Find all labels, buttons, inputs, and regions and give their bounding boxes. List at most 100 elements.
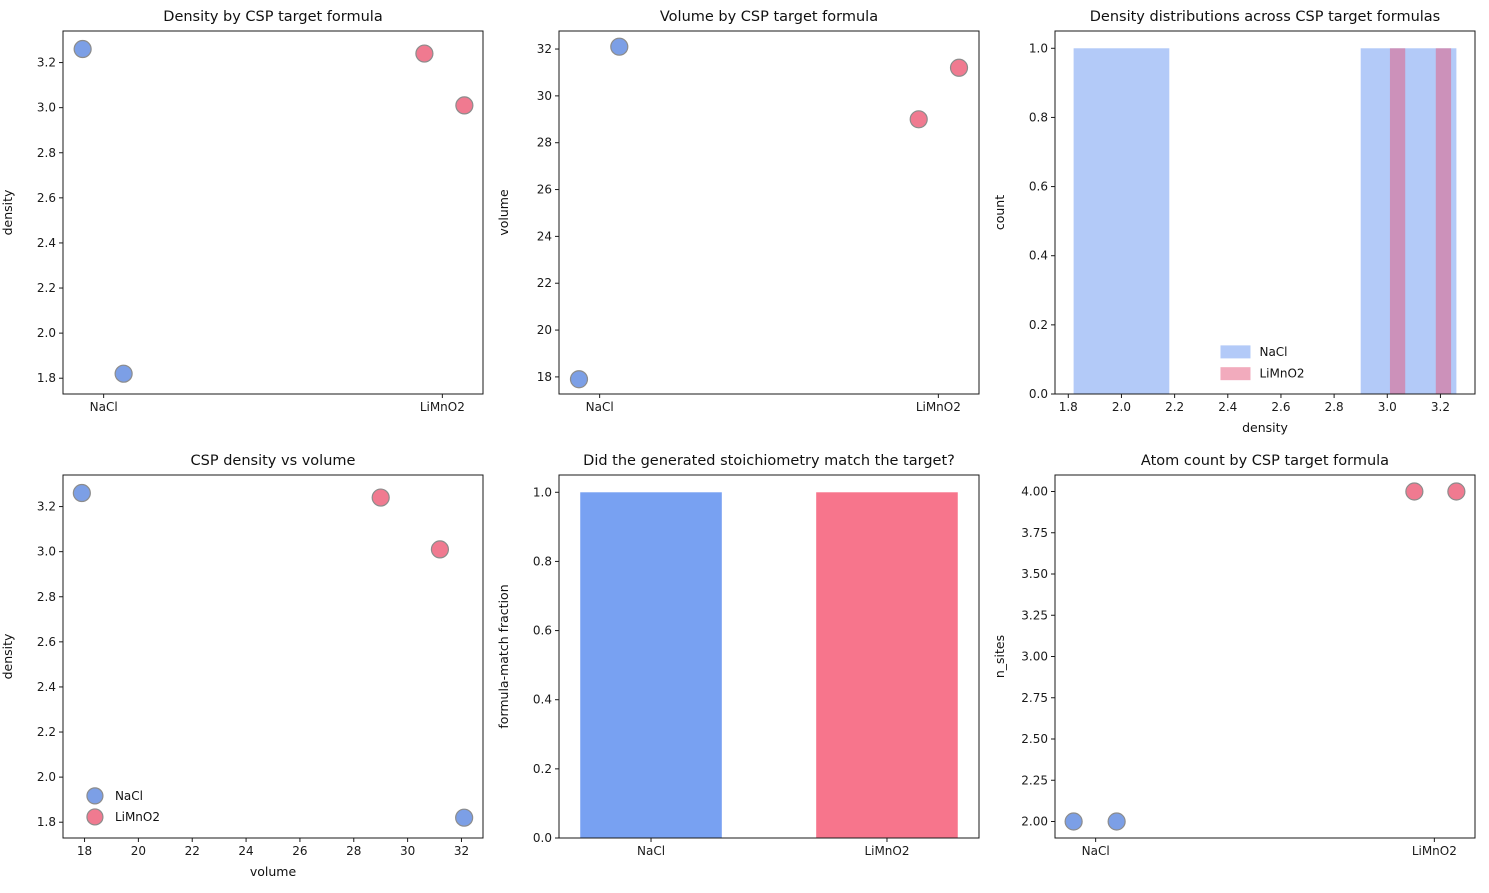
y-tick-label: 3.2 — [37, 56, 56, 70]
y-tick-label: 0.8 — [533, 554, 552, 568]
data-point — [430, 540, 450, 559]
chart-svg-2: 1.8 2.0 2.2 2.4 2.6 2.8 3.0 3.2 0.0 0.2 0.4 0.6 0.8 1… — [992, 9, 1476, 435]
y-tick-label: 0.2 — [1029, 318, 1048, 332]
legend-marker — [86, 808, 104, 826]
hist-bar — [1435, 48, 1452, 395]
data-point — [415, 44, 434, 63]
atom-count-strip-chart: NaCl LiMnO2 2.00 2.25 2.50 2.75 3.00 3.25 3.50 3.… — [992, 444, 1488, 888]
y-axis-label: density — [0, 189, 15, 235]
hist-bar — [1389, 48, 1406, 395]
y-tick-label: 0.4 — [1029, 249, 1048, 263]
y-tick-label: 22 — [537, 276, 552, 290]
y-axis-label: formula-match fraction — [496, 584, 511, 728]
x-tick-label: 2.8 — [1325, 400, 1344, 414]
y-tick-label: 3.50 — [1021, 567, 1048, 581]
density-vs-volume-scatter-chart: 18 20 22 24 26 28 30 32 1.8 2.0 2.2 2.4 2.6 2.8 3.0 3.2… — [0, 444, 496, 888]
density-strip-chart: NaCl LiMnO2 1.8 2.0 2.2 2.4 2.6 2.8 3.0 3.2 Densit… — [0, 0, 496, 444]
x-tick-label: 28 — [346, 844, 361, 858]
y-tick-label: 26 — [537, 183, 552, 197]
x-tick-label: 30 — [400, 844, 415, 858]
y-tick-label: 2.50 — [1021, 732, 1048, 746]
y-tick-label: 4.00 — [1021, 485, 1048, 499]
legend-label: LiMnO2 — [115, 810, 160, 824]
axes-frame — [558, 30, 980, 395]
data-point — [72, 483, 91, 503]
data-point — [371, 488, 390, 507]
data-point — [455, 96, 474, 115]
y-tick-label: 2.0 — [37, 326, 56, 340]
y-tick-label: 0.6 — [1029, 180, 1048, 194]
y-tick-label: 32 — [537, 42, 552, 56]
x-tick-label: 2.6 — [1271, 400, 1290, 414]
y-tick-label: 0.8 — [1029, 110, 1048, 124]
legend-swatch — [1220, 367, 1251, 381]
legend-label: LiMnO2 — [1259, 367, 1304, 381]
data-point — [569, 370, 589, 389]
chart-title: CSP density vs volume — [191, 453, 356, 469]
legend-label: NaCl — [115, 789, 143, 803]
y-tick-label: 3.2 — [37, 500, 56, 514]
chart-title: Volume by CSP target formula — [660, 9, 878, 25]
data-point — [114, 364, 133, 383]
y-tick-label: 0.4 — [533, 693, 552, 707]
x-tick-label: 3.2 — [1431, 400, 1450, 414]
y-tick-label: 2.0 — [37, 770, 56, 784]
y-tick-label: 24 — [537, 229, 552, 243]
y-tick-label: 0.0 — [533, 831, 552, 845]
y-tick-label: 30 — [537, 89, 552, 103]
chart-title: Density by CSP target formula — [163, 9, 382, 25]
y-tick-label: 18 — [537, 370, 552, 384]
data-point — [1405, 482, 1424, 501]
x-tick-label: 32 — [454, 844, 469, 858]
y-tick-label: 3.75 — [1021, 526, 1048, 540]
chart-svg-0: NaCl LiMnO2 1.8 2.0 2.2 2.4 2.6 2.8 3.0 3.2 Densit… — [0, 9, 484, 414]
y-tick-label: 2.8 — [37, 590, 56, 604]
x-tick-label: 26 — [292, 844, 307, 858]
x-tick-label: 20 — [131, 844, 146, 858]
y-tick-label: 1.0 — [533, 485, 552, 499]
y-tick-label: 2.2 — [37, 725, 56, 739]
legend-marker — [86, 787, 104, 805]
chart-svg-5: NaCl LiMnO2 2.00 2.25 2.50 2.75 3.00 3.25 3.50 3.… — [992, 453, 1476, 858]
y-axis-label: density — [0, 633, 15, 679]
x-axis-label: volume — [250, 864, 297, 879]
x-tick-label: 2.2 — [1165, 400, 1184, 414]
bar — [816, 492, 958, 838]
hist-bar — [1073, 48, 1170, 395]
volume-strip-chart: NaCl LiMnO2 18 20 22 24 26 28 30 32 Volume by CSP … — [496, 0, 992, 444]
x-tick-label: 18 — [77, 844, 92, 858]
x-tick-label: 2.4 — [1218, 400, 1237, 414]
x-tick-label: NaCl — [637, 844, 665, 858]
y-axis-label: count — [992, 195, 1007, 230]
axes-frame — [558, 474, 980, 839]
axes-frame — [62, 474, 484, 839]
y-tick-label: 1.8 — [37, 815, 56, 829]
x-tick-label: LiMnO2 — [864, 844, 909, 858]
data-point — [610, 37, 629, 56]
x-tick-label: LiMnO2 — [916, 400, 961, 414]
y-tick-label: 0.2 — [533, 762, 552, 776]
y-tick-label: 0.6 — [533, 624, 552, 638]
x-tick-label: NaCl — [1082, 844, 1110, 858]
x-tick-label: NaCl — [90, 400, 118, 414]
legend-swatch — [1220, 345, 1251, 359]
x-tick-label: 3.0 — [1378, 400, 1397, 414]
y-tick-label: 3.0 — [37, 101, 56, 115]
x-tick-label: NaCl — [586, 400, 614, 414]
y-tick-label: 3.25 — [1021, 608, 1048, 622]
chart-svg-4: NaCl LiMnO2 0.0 0.2 0.4 0.6 0.8 1.0 Did the gene… — [496, 453, 980, 858]
y-tick-label: 2.6 — [37, 635, 56, 649]
bar — [580, 492, 722, 838]
axes-frame — [1054, 474, 1476, 839]
y-tick-label: 3.0 — [37, 545, 56, 559]
data-point — [949, 58, 969, 77]
chart-title: Atom count by CSP target formula — [1141, 453, 1389, 469]
chart-title: Density distributions across CSP target … — [1090, 9, 1440, 25]
x-tick-label: 22 — [185, 844, 200, 858]
data-point — [1064, 812, 1083, 831]
y-tick-label: 28 — [537, 136, 552, 150]
density-histogram-chart: 1.8 2.0 2.2 2.4 2.6 2.8 3.0 3.2 0.0 0.2 0.4 0.6 0.8 1… — [992, 0, 1488, 444]
y-tick-label: 2.8 — [37, 146, 56, 160]
y-tick-label: 0.0 — [1029, 387, 1048, 401]
axes-frame — [62, 30, 484, 395]
